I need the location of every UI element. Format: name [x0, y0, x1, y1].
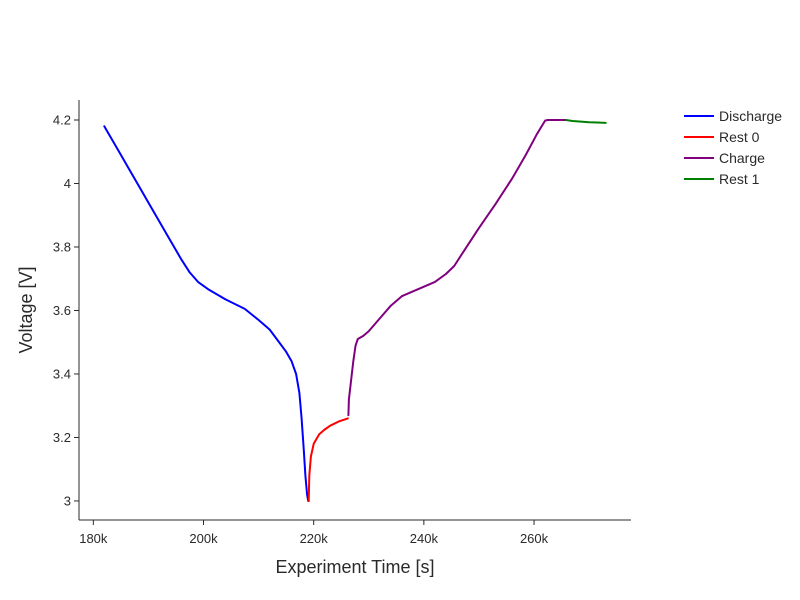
y-tick-label: 3.8: [53, 239, 71, 254]
legend-label: Discharge: [719, 108, 782, 124]
y-tick-label: 4: [64, 176, 71, 191]
legend-label: Charge: [719, 150, 765, 166]
series-line-rest-0: [307, 417, 349, 502]
legend-label: Rest 1: [719, 171, 760, 187]
series-layer: [103, 119, 607, 502]
x-tick-label: 240k: [410, 531, 439, 546]
y-axis: 3 3.2 3.4 3.6 3.8 4 4.2: [53, 100, 80, 520]
x-tick-label: 180k: [79, 531, 108, 546]
y-tick-label: 3.6: [53, 303, 71, 318]
legend-label: Rest 0: [719, 129, 760, 145]
y-tick-label: 3: [64, 493, 71, 508]
x-tick-label: 200k: [189, 531, 218, 546]
legend[interactable]: Discharge Rest 0 Charge Rest 1: [684, 108, 782, 187]
y-axis-title: Voltage [V]: [16, 266, 36, 353]
series-line-charge: [347, 119, 567, 417]
x-axis-title: Experiment Time [s]: [275, 557, 434, 577]
x-axis: 180k 200k 220k 240k 260k: [79, 519, 631, 546]
y-tick-label: 4.2: [53, 113, 71, 128]
y-tick-label: 3.2: [53, 430, 71, 445]
x-tick-label: 260k: [520, 531, 549, 546]
x-tick-label: 220k: [300, 531, 329, 546]
legend-item-discharge[interactable]: Discharge: [684, 108, 782, 124]
series-line-discharge: [103, 125, 310, 502]
legend-item-rest-1[interactable]: Rest 1: [684, 171, 760, 187]
y-tick-label: 3.4: [53, 366, 71, 381]
legend-item-rest-0[interactable]: Rest 0: [684, 129, 760, 145]
series-line-rest-1: [565, 119, 607, 124]
legend-item-charge[interactable]: Charge: [684, 150, 765, 166]
